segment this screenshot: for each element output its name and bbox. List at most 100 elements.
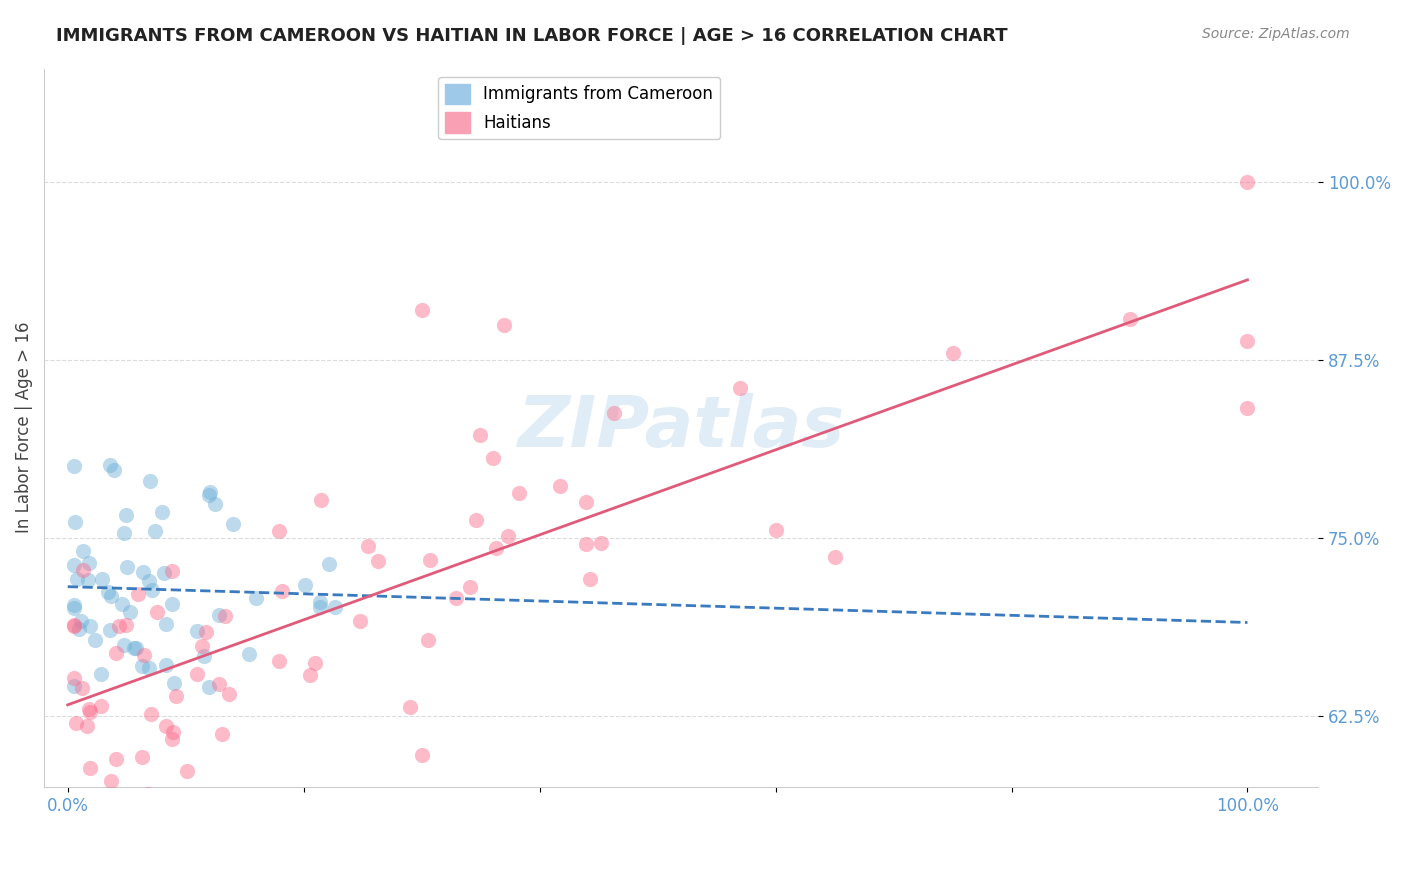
Text: R = 0.559   N = 73: R = 0.559 N = 73 xyxy=(464,116,621,134)
Point xyxy=(269,654,291,668)
Point xyxy=(481,451,503,466)
Point xyxy=(77,573,100,587)
Point xyxy=(1236,334,1258,348)
Point xyxy=(323,599,346,614)
Point xyxy=(198,488,221,502)
Y-axis label: In Labor Force | Age > 16: In Labor Force | Age > 16 xyxy=(15,322,32,533)
Point xyxy=(76,719,98,733)
Point xyxy=(208,608,231,623)
Point xyxy=(211,727,233,741)
Point xyxy=(411,747,433,762)
Point xyxy=(579,573,602,587)
Point xyxy=(84,633,107,648)
Point xyxy=(162,676,184,690)
Point xyxy=(111,597,134,611)
Point xyxy=(271,584,294,599)
Point xyxy=(208,677,231,691)
Point xyxy=(1236,175,1258,189)
Point xyxy=(444,591,467,605)
Point xyxy=(155,657,177,672)
Point xyxy=(69,614,91,628)
Point xyxy=(191,639,214,653)
Point xyxy=(115,618,138,632)
Point xyxy=(1236,401,1258,416)
Text: R = 0.036   N = 57: R = 0.036 N = 57 xyxy=(464,87,621,105)
Point xyxy=(198,680,221,694)
Point xyxy=(120,810,142,824)
Point xyxy=(193,648,215,663)
Point xyxy=(198,484,221,499)
Text: Source: ZipAtlas.com: Source: ZipAtlas.com xyxy=(1202,27,1350,41)
Point xyxy=(146,605,169,619)
Point xyxy=(100,589,122,603)
Point xyxy=(176,764,198,779)
Point xyxy=(72,563,94,577)
Point xyxy=(62,617,84,632)
Point xyxy=(62,671,84,685)
Point xyxy=(214,608,236,623)
Point xyxy=(155,719,177,733)
Point xyxy=(131,658,153,673)
Point xyxy=(79,761,101,775)
Point xyxy=(824,549,846,564)
Point xyxy=(194,625,217,640)
Point xyxy=(309,600,332,615)
Point xyxy=(62,558,84,572)
Point xyxy=(419,552,441,566)
Point xyxy=(112,526,135,541)
Point xyxy=(136,787,159,801)
Point xyxy=(62,459,84,474)
Point xyxy=(62,598,84,612)
Point xyxy=(318,557,340,571)
Point xyxy=(728,381,751,395)
Point xyxy=(62,600,84,615)
Point xyxy=(367,554,389,568)
Point xyxy=(115,559,138,574)
Point xyxy=(132,648,155,663)
Point xyxy=(494,318,516,332)
Point xyxy=(160,597,183,611)
Point xyxy=(63,515,86,529)
Point xyxy=(98,458,121,473)
Point xyxy=(79,705,101,719)
Point xyxy=(77,701,100,715)
Point xyxy=(143,524,166,538)
Point xyxy=(204,497,226,511)
Point xyxy=(603,406,626,420)
Point xyxy=(131,749,153,764)
Legend: Immigrants from Cameroon, Haitians: Immigrants from Cameroon, Haitians xyxy=(439,77,720,139)
Point xyxy=(165,689,187,703)
Point xyxy=(160,732,183,747)
Point xyxy=(79,619,101,633)
Point xyxy=(91,572,114,586)
Point xyxy=(548,479,571,493)
Point xyxy=(468,427,491,442)
Point xyxy=(357,539,380,553)
Point xyxy=(70,681,93,696)
Point xyxy=(294,578,316,592)
Point xyxy=(104,646,127,660)
Text: ZIPatlas: ZIPatlas xyxy=(517,393,845,462)
Point xyxy=(90,698,112,713)
Point xyxy=(65,715,87,730)
Point xyxy=(138,661,160,675)
Point xyxy=(309,493,332,508)
Point xyxy=(349,615,371,629)
Point xyxy=(114,638,136,652)
Point xyxy=(399,700,422,714)
Text: IMMIGRANTS FROM CAMEROON VS HAITIAN IN LABOR FORCE | AGE > 16 CORRELATION CHART: IMMIGRANTS FROM CAMEROON VS HAITIAN IN L… xyxy=(56,27,1008,45)
Point xyxy=(150,505,173,519)
Point xyxy=(574,537,596,551)
Point xyxy=(304,656,326,670)
Point xyxy=(90,666,112,681)
Point xyxy=(1118,311,1140,326)
Point xyxy=(139,707,162,722)
Point xyxy=(267,524,290,538)
Point xyxy=(298,668,321,682)
Point xyxy=(77,556,100,570)
Point xyxy=(103,463,125,477)
Point xyxy=(105,751,128,765)
Point xyxy=(186,667,208,681)
Point xyxy=(496,529,519,543)
Point xyxy=(416,633,439,648)
